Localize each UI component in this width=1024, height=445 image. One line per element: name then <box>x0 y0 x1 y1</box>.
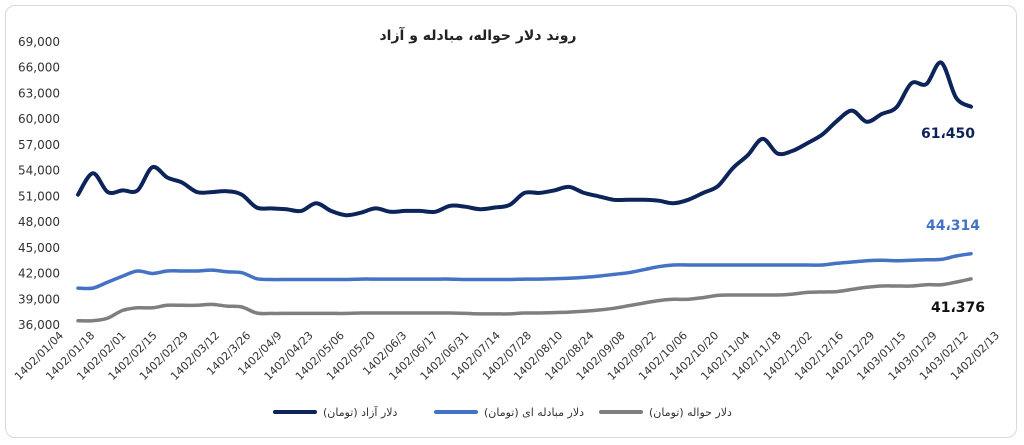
y-tick-label: 63,000 <box>18 86 60 100</box>
remittance-dollar-end-label: 41،376 <box>931 300 985 316</box>
free-dollar-line <box>76 60 973 218</box>
y-tick-label: 66,000 <box>18 61 60 75</box>
y-tick-label: 51,000 <box>18 189 60 203</box>
y-tick-label: 39,000 <box>18 292 60 306</box>
exchange-dollar-line <box>76 251 973 291</box>
y-tick-label: 57,000 <box>18 138 60 152</box>
y-axis: 36,000 39,000 42,000 45,000 48,000 51,000 54,0… <box>18 35 60 332</box>
exchange-dollar-legend-label: دلار مبادله ای (تومان) <box>484 406 584 419</box>
end-labels: 61،450 44،314 41،376 <box>921 126 985 316</box>
remittance-dollar-legend-label: دلار حواله (تومان) <box>649 406 732 419</box>
chart-title: روند دلار حواله، مبادله و آزاد <box>380 26 577 44</box>
y-tick-label: 54,000 <box>18 164 60 178</box>
series-lines <box>76 60 973 323</box>
y-tick-label: 42,000 <box>18 267 60 281</box>
y-tick-label: 69,000 <box>18 35 60 49</box>
exchange-dollar-end-label: 44،314 <box>926 218 980 234</box>
y-tick-label: 45,000 <box>18 241 60 255</box>
y-tick-label: 60,000 <box>18 112 60 126</box>
x-axis: 1402/01/041402/01/181402/02/011402/02/15… <box>12 329 1002 383</box>
chart-frame <box>5 5 1017 438</box>
free-dollar-end-label: 61،450 <box>921 126 975 142</box>
remittance-dollar-line <box>76 277 973 323</box>
free-dollar-legend-label: دلار آزاد (تومان) <box>323 405 398 419</box>
legend: دلار آزاد (تومان) دلار مبادله ای (تومان) د… <box>273 405 732 419</box>
y-tick-label: 48,000 <box>18 215 60 229</box>
y-tick-label: 36,000 <box>18 318 60 332</box>
